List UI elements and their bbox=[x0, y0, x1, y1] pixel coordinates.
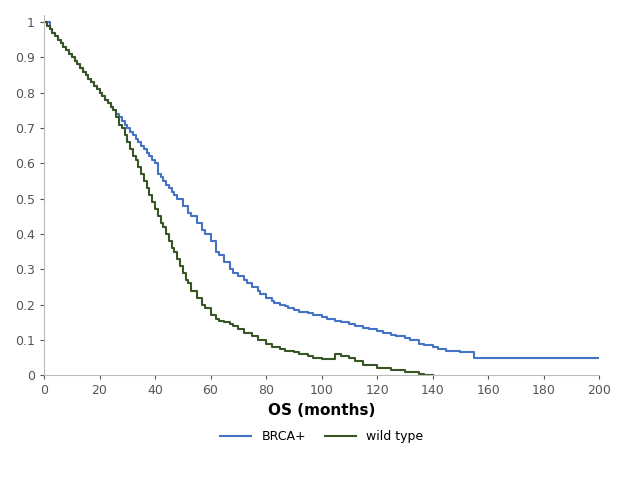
BRCA+ bbox=[65, 51, 73, 57]
wild type bbox=[160, 224, 167, 230]
BRCA+ bbox=[304, 310, 311, 316]
wild type bbox=[107, 104, 115, 110]
wild type bbox=[46, 26, 53, 32]
BRCA+ bbox=[171, 192, 178, 198]
X-axis label: OS (months): OS (months) bbox=[268, 403, 375, 418]
Line: BRCA+: BRCA+ bbox=[44, 22, 599, 358]
BRCA+ bbox=[470, 355, 478, 361]
wild type bbox=[373, 365, 381, 371]
BRCA+ bbox=[595, 355, 603, 361]
BRCA+ bbox=[59, 44, 67, 50]
wild type bbox=[40, 19, 48, 25]
BRCA+ bbox=[40, 19, 48, 25]
Line: wild type: wild type bbox=[44, 22, 433, 375]
wild type bbox=[110, 107, 117, 113]
BRCA+ bbox=[240, 277, 248, 283]
Legend: BRCA+, wild type: BRCA+, wild type bbox=[215, 425, 428, 448]
wild type bbox=[429, 372, 436, 378]
BRCA+ bbox=[207, 238, 214, 244]
wild type bbox=[182, 277, 189, 283]
